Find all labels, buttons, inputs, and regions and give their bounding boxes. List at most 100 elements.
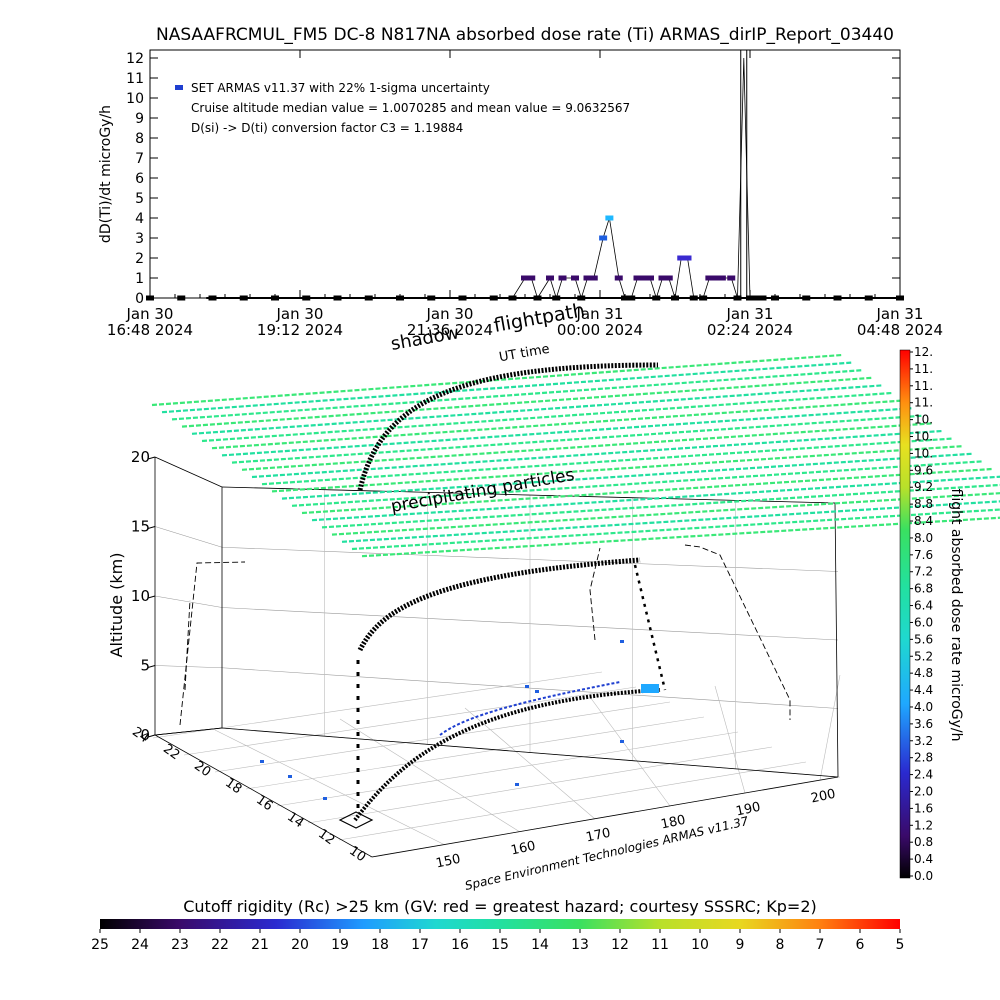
y-tick-label: 9 bbox=[135, 111, 144, 127]
data-point bbox=[571, 275, 579, 281]
rigidity-colorbar-tick-label: 18 bbox=[371, 937, 389, 953]
rigidity-colorbar-ticks: 25 24 23 22 21 20 19 18 17 16 15 14 13 12 11 10 9 8 7 6 5 bbox=[91, 929, 904, 953]
dose-colorbar-label: flight absorbed dose rate microGy/h bbox=[948, 489, 964, 742]
origin-marker bbox=[338, 811, 374, 829]
top-x-axis-label: UT time bbox=[498, 342, 551, 366]
grid-line bbox=[819, 674, 841, 781]
precip-strip bbox=[181, 376, 873, 428]
grid-line bbox=[214, 701, 671, 773]
data-point bbox=[621, 295, 629, 301]
grid-line bbox=[276, 731, 739, 807]
data-point bbox=[208, 295, 217, 301]
precip-strip bbox=[321, 483, 1000, 529]
x-tick-label-day: Jan 31 bbox=[876, 305, 924, 323]
y-tick-label: 8 bbox=[135, 131, 144, 147]
lon-tick-label: 160 bbox=[510, 839, 537, 859]
data-point bbox=[427, 295, 436, 301]
y-tick-label: 11 bbox=[126, 71, 144, 87]
rigidity-colorbar-tick-label: 19 bbox=[331, 937, 349, 953]
legend-entry-1: Cruise altitude median value = 1.0070285… bbox=[191, 101, 630, 115]
rigidity-colorbar-tick-label: 12 bbox=[611, 937, 629, 953]
lon-tick-label: 150 bbox=[435, 852, 462, 872]
rigidity-colorbar-tick-label: 17 bbox=[411, 937, 429, 953]
data-point bbox=[508, 295, 517, 301]
data-point bbox=[599, 235, 608, 241]
dose-colorbar-tick-label: 11. bbox=[914, 396, 933, 410]
data-point bbox=[333, 295, 342, 301]
rigidity-colorbar-tick-label: 6 bbox=[856, 937, 865, 953]
rigidity-colorbar-tick-label: 23 bbox=[171, 937, 189, 953]
shadow-track bbox=[357, 362, 659, 491]
legend-marker bbox=[175, 85, 183, 90]
z-axis-label: Altitude (km) bbox=[107, 553, 126, 658]
z-tick-label: 0 bbox=[140, 726, 150, 744]
lon-tick-label: 180 bbox=[660, 813, 687, 833]
precip-strip bbox=[351, 508, 1000, 551]
rigidity-colorbar-tick-label: 7 bbox=[816, 937, 825, 953]
z-tick-label: 5 bbox=[140, 657, 150, 675]
data-point bbox=[364, 295, 373, 301]
data-point bbox=[671, 295, 679, 301]
precip-strip bbox=[231, 414, 923, 464]
data-point bbox=[896, 295, 904, 301]
data-point bbox=[758, 295, 767, 301]
x-tick-label-day: Jan 31 bbox=[726, 305, 774, 323]
data-point bbox=[546, 275, 554, 281]
precip-strip bbox=[221, 407, 913, 457]
dose-colorbar-gradient bbox=[899, 349, 911, 879]
precip-strip bbox=[281, 452, 973, 500]
dose-colorbar-tick-label: 1.6 bbox=[914, 801, 933, 815]
dose-series bbox=[146, 49, 904, 301]
precip-strip bbox=[341, 500, 1000, 543]
dose-colorbar-tick-label: 5.2 bbox=[914, 649, 933, 663]
rigidity-colorbar-tick-label: 11 bbox=[651, 937, 669, 953]
y-tick-label: 1 bbox=[135, 271, 144, 287]
rigidity-colorbar: Cutoff rigidity (Rc) >25 km (GV: red = g… bbox=[91, 897, 904, 953]
left-wall-outline bbox=[154, 456, 223, 736]
rigidity-colorbar-tick-label: 15 bbox=[491, 937, 509, 953]
precip-strip bbox=[161, 361, 853, 414]
grid-line bbox=[307, 746, 773, 824]
grid-line bbox=[339, 718, 521, 833]
lat-tick-label: 16 bbox=[253, 792, 275, 814]
grid-line bbox=[338, 761, 807, 841]
dose-colorbar-tick-label: 5.6 bbox=[914, 632, 933, 646]
rigidity-colorbar-tick-label: 9 bbox=[736, 937, 745, 953]
lat-tick-label: 20 bbox=[191, 758, 213, 780]
data-point bbox=[527, 275, 536, 281]
dose-colorbar-tick-label: 10. bbox=[914, 446, 933, 460]
ground-track-dose bbox=[439, 681, 621, 736]
precipitating-particles-layer bbox=[151, 353, 1000, 558]
data-point bbox=[771, 295, 779, 301]
rigidity-colorbar-tick-label: 24 bbox=[131, 937, 149, 953]
data-point bbox=[683, 255, 692, 261]
dose-colorbar-tick-label: 0.8 bbox=[914, 835, 933, 849]
y-tick-label: 7 bbox=[135, 151, 144, 167]
y-tick-label: 10 bbox=[126, 91, 144, 107]
precip-strip bbox=[191, 384, 883, 435]
x-tick-label-time: 19:12 2024 bbox=[257, 321, 343, 339]
data-point bbox=[627, 295, 636, 301]
dose-highlight bbox=[641, 684, 659, 693]
dose-colorbar-tick-label: 9.6 bbox=[914, 463, 933, 477]
data-point bbox=[727, 275, 736, 281]
dose-colorbar-tick-label: 10. bbox=[914, 413, 933, 427]
data-point bbox=[533, 295, 542, 301]
precip-strip bbox=[151, 353, 843, 407]
dose-point bbox=[620, 640, 624, 643]
data-point bbox=[521, 275, 529, 281]
x-tick-label-time: 21:36 2024 bbox=[407, 321, 493, 339]
dose-colorbar-tick-label: 1.2 bbox=[914, 818, 933, 832]
rigidity-colorbar-title: Cutoff rigidity (Rc) >25 km (GV: red = g… bbox=[183, 897, 817, 916]
rigidity-colorbar-tick-label: 20 bbox=[291, 937, 309, 953]
data-point bbox=[752, 295, 761, 301]
dose-colorbar-tick-label: 6.8 bbox=[914, 582, 933, 596]
z-tick bbox=[147, 456, 156, 460]
grid-line bbox=[245, 716, 705, 790]
y-tick-label: 6 bbox=[135, 171, 144, 187]
lon-tick-label: 200 bbox=[810, 787, 837, 807]
lat-tick-label: 12 bbox=[315, 826, 337, 848]
precip-strip bbox=[201, 391, 893, 443]
z-tick bbox=[147, 665, 156, 668]
